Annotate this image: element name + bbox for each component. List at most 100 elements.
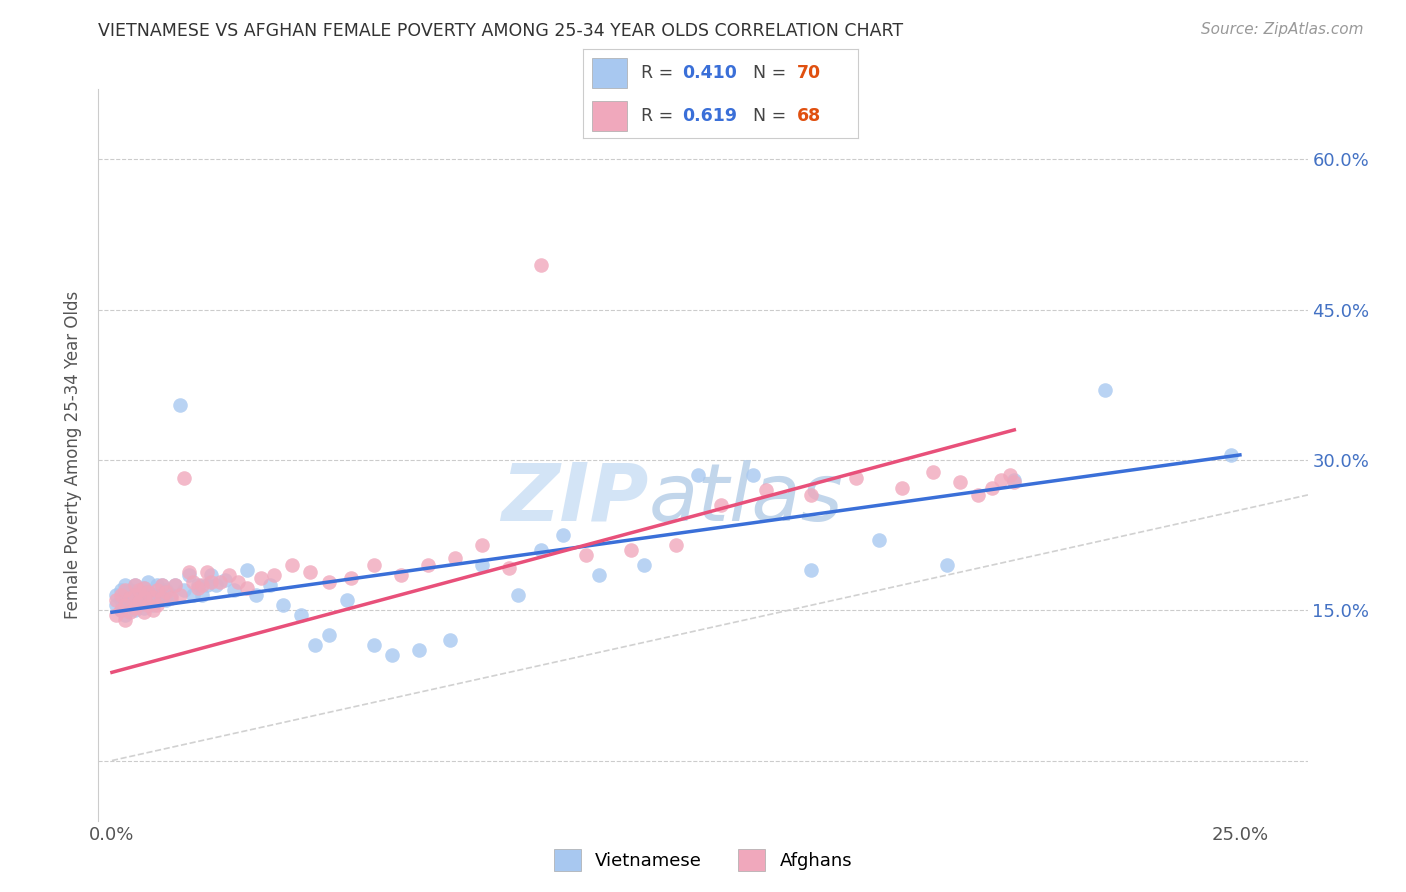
Point (191, 588, 214, 602)
Point (124, 578, 146, 592)
Point (263, 568, 285, 582)
Point (226, 575, 249, 590)
Point (159, 591, 181, 606)
Point (110, 603, 132, 617)
Point (124, 603, 146, 617)
Point (165, 578, 187, 592)
Point (150, 588, 173, 602)
Point (1002, 473, 1025, 487)
Point (800, 488, 823, 502)
Point (195, 578, 218, 592)
Text: ZIP: ZIP (501, 459, 648, 538)
Point (124, 588, 146, 602)
Text: VIETNAMESE VS AFGHAN FEMALE POVERTY AMONG 25-34 YEAR OLDS CORRELATION CHART: VIETNAMESE VS AFGHAN FEMALE POVERTY AMON… (98, 22, 904, 40)
Text: 0.619: 0.619 (682, 107, 737, 125)
Point (281, 558, 304, 573)
Point (173, 583, 195, 598)
Text: N =: N = (754, 64, 792, 82)
Legend: Vietnamese, Afghans: Vietnamese, Afghans (547, 842, 859, 879)
Text: atlas: atlas (648, 459, 844, 538)
Point (146, 578, 169, 592)
Point (471, 558, 494, 573)
Point (165, 578, 187, 592)
Point (118, 605, 141, 619)
Point (128, 595, 150, 609)
Point (132, 601, 155, 615)
Point (150, 578, 173, 592)
Point (146, 593, 169, 607)
Point (575, 548, 598, 562)
Point (273, 598, 295, 612)
Point (132, 591, 155, 606)
Point (868, 533, 890, 547)
Point (105, 598, 128, 612)
Point (118, 593, 141, 607)
Point (118, 591, 141, 606)
FancyBboxPatch shape (592, 58, 627, 88)
Point (110, 603, 132, 617)
Point (949, 475, 972, 489)
Point (408, 643, 430, 657)
Point (318, 575, 340, 590)
Point (922, 465, 945, 479)
Point (191, 578, 214, 592)
Point (114, 583, 136, 598)
Point (439, 633, 461, 648)
Point (204, 578, 226, 592)
Point (218, 568, 240, 582)
Point (118, 598, 141, 612)
Point (200, 568, 222, 582)
Point (114, 598, 136, 612)
Point (124, 601, 146, 615)
Point (633, 558, 655, 573)
Point (710, 498, 733, 512)
Point (114, 608, 136, 623)
Point (967, 488, 990, 502)
Point (105, 593, 128, 607)
Point (1094, 383, 1116, 397)
Point (236, 581, 259, 595)
Y-axis label: Female Poverty Among 25-34 Year Olds: Female Poverty Among 25-34 Year Olds (65, 291, 83, 619)
Point (340, 571, 363, 585)
Text: 70: 70 (797, 64, 821, 82)
Point (471, 538, 494, 552)
Point (222, 583, 245, 598)
Point (155, 583, 177, 598)
Point (1002, 475, 1025, 489)
Point (132, 605, 155, 619)
Point (259, 578, 281, 592)
Point (620, 543, 643, 558)
Point (177, 565, 200, 579)
Point (159, 588, 181, 602)
Point (124, 588, 146, 602)
Point (209, 575, 232, 590)
Point (132, 581, 155, 595)
Point (1219, 448, 1241, 462)
Point (181, 588, 204, 602)
Point (124, 578, 146, 592)
Point (155, 585, 177, 599)
Point (114, 578, 136, 592)
Point (363, 558, 385, 573)
Point (800, 563, 823, 577)
Point (169, 398, 191, 412)
Point (128, 585, 150, 599)
Point (128, 593, 150, 607)
Point (173, 471, 195, 485)
Point (688, 467, 710, 482)
Point (136, 585, 159, 599)
Point (110, 583, 132, 598)
Point (110, 593, 132, 607)
Text: 68: 68 (797, 107, 821, 125)
Point (136, 575, 159, 590)
Point (146, 598, 169, 612)
Text: R =: R = (641, 64, 679, 82)
Point (529, 543, 551, 558)
Point (588, 568, 610, 582)
Point (142, 598, 165, 612)
Point (741, 467, 763, 482)
Text: R =: R = (641, 107, 679, 125)
Point (132, 581, 155, 595)
Point (444, 551, 467, 566)
Point (169, 588, 191, 602)
